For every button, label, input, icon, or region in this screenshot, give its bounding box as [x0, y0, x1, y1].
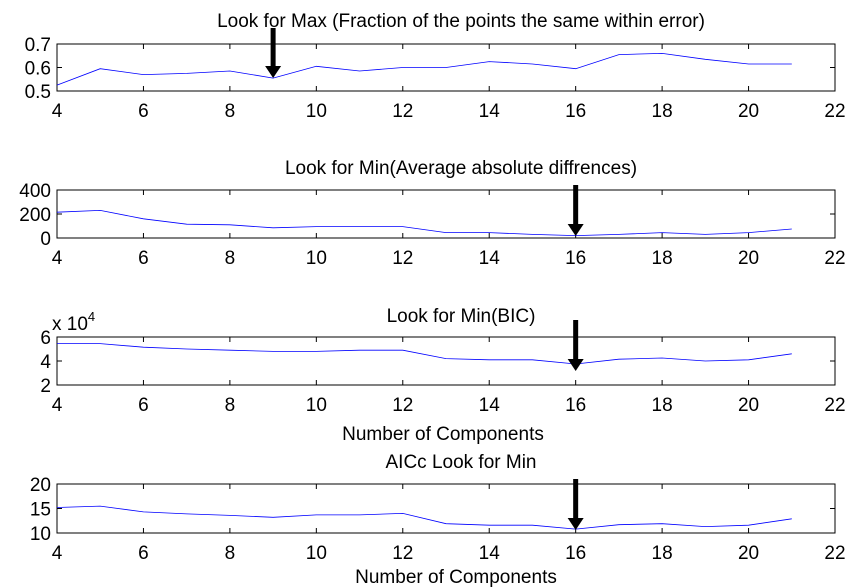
arrow-head: [567, 518, 584, 530]
y-tick-label: 2: [40, 376, 51, 397]
series-line: [56, 52, 792, 86]
x-tick-label: 10: [306, 395, 327, 416]
x-tick-label: 8: [225, 248, 236, 269]
series-line: [56, 209, 792, 237]
x-tick-label: 10: [306, 101, 327, 122]
x-tick-label: 16: [565, 101, 586, 122]
x-tick-label: 18: [652, 101, 673, 122]
x-axis-label-bic: Number of Components: [342, 424, 544, 445]
x-tick-label: 12: [392, 101, 413, 122]
y-tick-label: 200: [19, 205, 51, 226]
x-tick-label: 20: [738, 543, 759, 564]
x-tick-label: 14: [479, 248, 501, 269]
y-tick-label: 0.6: [25, 59, 51, 80]
x-tick-label: 20: [738, 395, 759, 416]
y-tick-label: 0: [40, 229, 51, 250]
x-tick-label: 12: [392, 543, 413, 564]
x-tick-label: 22: [824, 101, 845, 122]
x-tick-label: 6: [138, 543, 149, 564]
x-tick-label: 10: [306, 248, 327, 269]
x-tick-label: 16: [565, 395, 586, 416]
x-tick-label: 12: [392, 395, 413, 416]
arrow-head: [265, 66, 282, 78]
x-tick-label: 16: [565, 248, 586, 269]
y-tick-label: 20: [30, 475, 51, 496]
x-tick-label: 20: [738, 101, 759, 122]
y-tick-label: 400: [19, 181, 51, 202]
chart-title: AICc Look for Min: [386, 452, 537, 473]
axes-frame: [56, 189, 836, 239]
x-tick-label: 12: [392, 248, 413, 269]
arrow-head: [567, 224, 584, 236]
y-tick-label: 6: [40, 328, 51, 349]
x-tick-label: 8: [225, 101, 236, 122]
x-tick-label: 22: [824, 543, 845, 564]
x-tick-label: 18: [652, 248, 673, 269]
x-tick-label: 14: [479, 543, 501, 564]
x-tick-label: 18: [652, 395, 673, 416]
x-tick-label: 14: [479, 101, 501, 122]
y-tick-label: 10: [30, 524, 51, 545]
series-line: [57, 343, 792, 365]
x-tick-label: 14: [479, 395, 501, 416]
arrow-head: [567, 359, 584, 371]
x-tick-label: 6: [138, 101, 149, 122]
x-tick-label: 18: [652, 543, 673, 564]
y-tick-label: 4: [40, 352, 51, 373]
x-tick-label: 22: [824, 248, 845, 269]
panel-max-fraction: 4 6 8 10 12 14 16 18 20 22 0.50.6 0.7 Look for Max (…: [25, 11, 846, 122]
x-tick-label: 20: [738, 248, 759, 269]
x-tick-label: 22: [824, 395, 845, 416]
axes-frame: [56, 483, 836, 534]
x-tick-label: 8: [225, 395, 236, 416]
chart-title: Look for Min(Average absolute diffrences…: [285, 158, 637, 179]
x-tick-label: 16: [565, 543, 586, 564]
x-tick-label: 8: [225, 543, 236, 564]
x-tick-label: 6: [138, 248, 149, 269]
y-tick-label: 15: [30, 500, 51, 521]
y-tick-label: 0.7: [25, 35, 51, 56]
y-axis-multiplier: x 104: [52, 309, 95, 335]
x-tick-label: 10: [306, 543, 327, 564]
chart-title: Look for Max (Fraction of the points the…: [217, 11, 705, 32]
panel-aicc-min: 4 6 8 10 12 14 16 18 20 22 10 15 20 AICc Look for Min…: [30, 452, 846, 588]
x-tick-label: 4: [52, 248, 63, 269]
x-axis-label: Number of Components: [355, 567, 557, 588]
x-tick-label: 4: [52, 101, 63, 122]
x-tick-label: 4: [52, 543, 63, 564]
x-tick-label: 4: [52, 395, 63, 416]
series-line: [56, 505, 792, 530]
chart-title: Look for Min(BIC): [387, 306, 536, 327]
y-tick-label: 0.5: [25, 82, 51, 103]
panel-min-average-abs-diff: 4 6 8 10 12 14 16 18 20 22 0 200 400 Look for Min(Ave…: [19, 158, 845, 269]
x-tick-label: 6: [138, 395, 149, 416]
